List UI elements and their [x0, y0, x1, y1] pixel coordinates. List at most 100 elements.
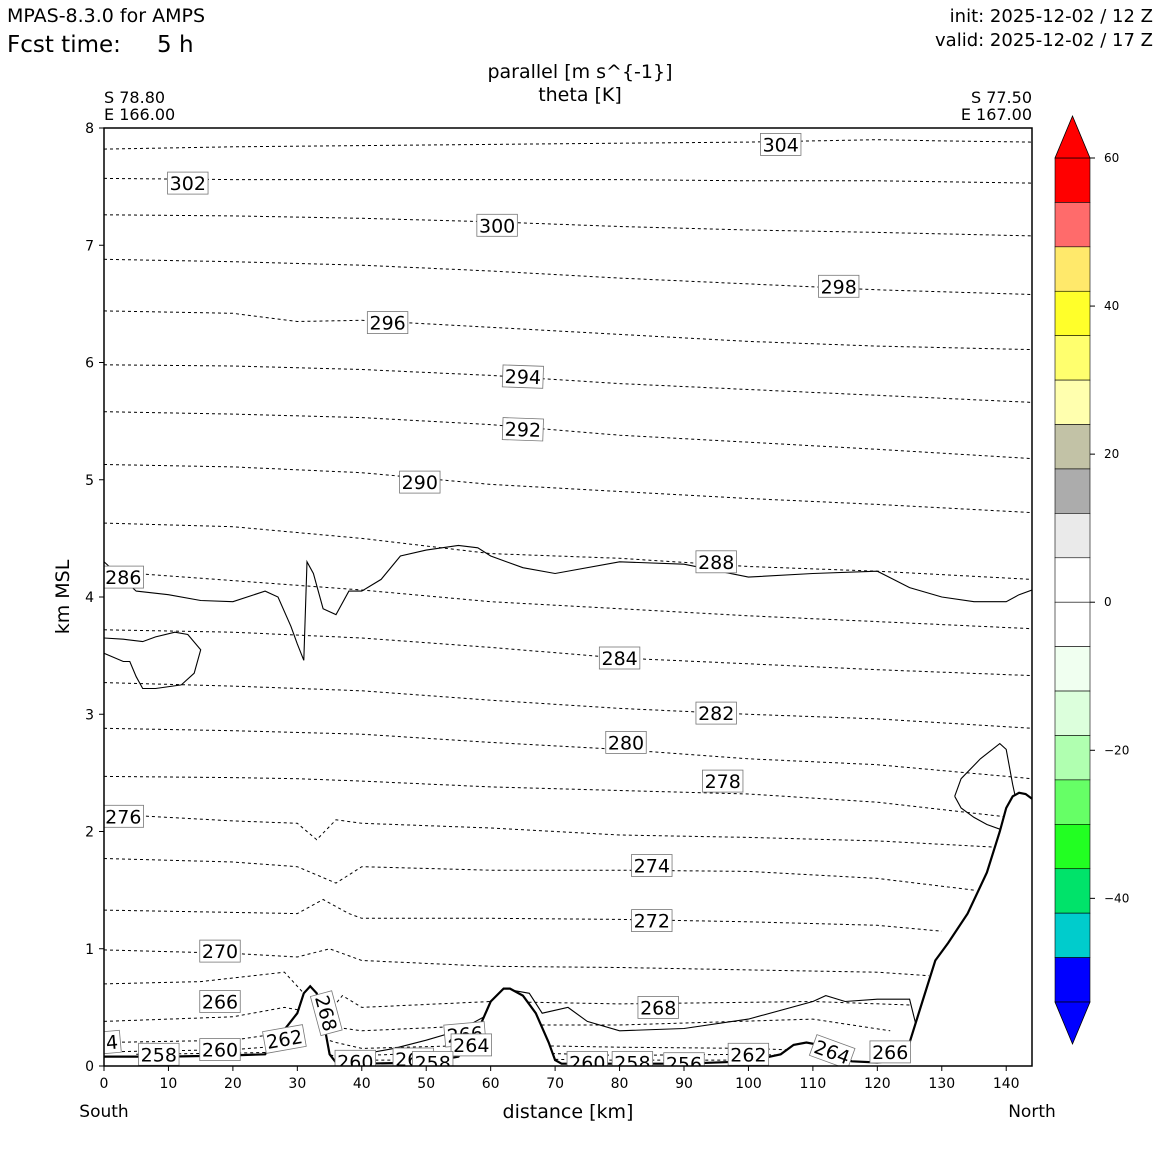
colorbar-band — [1054, 290, 1091, 336]
y-axis-label: km MSL — [52, 559, 74, 634]
theta-label-group: 294 — [501, 364, 544, 389]
theta-label: 274 — [634, 856, 670, 878]
x-tick-label: 0 — [100, 1076, 109, 1092]
right-point-lat: S 77.50 — [971, 88, 1032, 107]
theta-label-box — [631, 854, 673, 877]
theta-label: 276 — [105, 806, 141, 828]
theta-contour-274 — [104, 858, 975, 891]
colorbar-band — [1054, 246, 1091, 292]
y-tick-label: 6 — [85, 356, 94, 372]
x-tick-label: 50 — [417, 1076, 435, 1092]
theta-label-box — [695, 701, 737, 725]
x-tick-label: 90 — [675, 1076, 693, 1092]
theta-label: 258 — [141, 1044, 177, 1066]
theta-label-group: 304 — [760, 132, 802, 156]
theta-label-box — [598, 646, 641, 670]
theta-contour-288 — [104, 522, 1032, 580]
theta-label-group: 280 — [605, 731, 647, 754]
left-point-lon: E 166.00 — [104, 105, 175, 124]
fcst-time-label: Fcst time: — [7, 32, 121, 58]
theta-label: 302 — [170, 173, 206, 195]
theta-label-group: 300 — [476, 213, 518, 237]
theta-contour-282 — [104, 682, 1032, 729]
theta-label-group: 290 — [399, 470, 441, 494]
theta-label-group: 260 — [199, 1038, 241, 1062]
theta-label-group: 284 — [598, 646, 641, 670]
theta-label: 266 — [202, 992, 238, 1014]
theta-label: 270 — [202, 941, 238, 963]
x-axis-label: distance [km] — [503, 1101, 634, 1123]
x-tick-label: 140 — [993, 1076, 1020, 1092]
theta-contour-262 — [104, 1044, 846, 1058]
theta-contour-304 — [104, 139, 1032, 150]
theta-contour-290 — [104, 464, 1032, 514]
x-tick-label: 30 — [288, 1076, 306, 1092]
theta-label-box — [605, 731, 647, 754]
y-tick-label: 2 — [85, 825, 94, 841]
theta-contour-266 — [104, 1006, 891, 1032]
south-end-label: South — [79, 1102, 128, 1122]
theta-label-box — [199, 990, 241, 1013]
theta-label-box — [818, 274, 860, 298]
theta-label-group: 54 — [104, 1029, 122, 1056]
theta-label: 294 — [504, 366, 541, 389]
y-tick-label: 3 — [85, 707, 94, 723]
theta-label: 300 — [479, 215, 515, 237]
x-tick-label: 110 — [800, 1076, 827, 1092]
theta-contour-294 — [104, 364, 1032, 403]
theta-label-box — [702, 769, 744, 793]
theta-label: 298 — [821, 276, 857, 298]
y-tick-label: 8 — [85, 121, 94, 137]
theta-label-box — [663, 1052, 705, 1066]
theta-label-group: 258 — [412, 1051, 454, 1075]
theta-label: 280 — [608, 732, 644, 754]
x-tick-label: 130 — [928, 1076, 955, 1092]
theta-label-group: 264 — [450, 1033, 492, 1057]
theta-label-box — [869, 1040, 911, 1064]
theta-label-box — [412, 1051, 454, 1066]
theta-label-group: 266 — [199, 990, 241, 1014]
theta-label-group: 282 — [695, 701, 737, 725]
left-point-lat: S 78.80 — [104, 88, 165, 107]
colorbar-band — [1054, 646, 1091, 692]
colorbar-band — [1054, 202, 1091, 248]
theta-contour-284 — [104, 629, 1032, 677]
colorbar-band — [1054, 424, 1091, 470]
x-tick-label: 100 — [735, 1076, 762, 1092]
y-tick-label: 1 — [85, 942, 94, 958]
theta-label: 282 — [698, 703, 734, 725]
theta-label-box — [366, 311, 409, 335]
colorbar-band — [1054, 601, 1091, 647]
theta-label: 304 — [763, 134, 799, 156]
colorbar-tick-label: 60 — [1104, 151, 1119, 165]
theta-label: 278 — [705, 771, 741, 793]
theta-contour-270 — [104, 948, 929, 977]
colorbar-band — [1054, 868, 1091, 914]
theta-label-box — [611, 1051, 654, 1066]
theta-label-box — [631, 909, 673, 932]
theta-label-box — [167, 171, 209, 195]
y-tick-label: 5 — [85, 473, 94, 489]
theta-label: 258 — [415, 1053, 451, 1075]
theta-label: 296 — [369, 313, 405, 335]
colorbar-band — [1054, 379, 1091, 425]
theta-label: 292 — [504, 419, 541, 442]
colorbar-tick-label: −20 — [1104, 743, 1129, 757]
theta-label-group: 260 — [566, 1051, 608, 1066]
theta-label: 288 — [698, 552, 734, 574]
init-time: init: 2025-12-02 / 12 Z — [950, 6, 1153, 27]
model-title: MPAS-8.3.0 for AMPS — [7, 5, 205, 27]
theta-label-group: 278 — [702, 769, 744, 793]
theta-label-box — [476, 213, 518, 237]
theta-label: 284 — [601, 648, 637, 670]
colorbar-band — [1054, 779, 1091, 825]
y-tick-label: 4 — [85, 590, 94, 606]
x-tick-label: 120 — [864, 1076, 891, 1092]
theta-contour-264 — [104, 1030, 846, 1053]
theta-label-box — [760, 132, 802, 156]
colorbar-tick-label: 20 — [1104, 447, 1119, 461]
theta-label-box — [450, 1033, 492, 1057]
wind-zero-contour — [104, 544, 1032, 661]
chart-subtitle: theta [K] — [538, 84, 622, 106]
